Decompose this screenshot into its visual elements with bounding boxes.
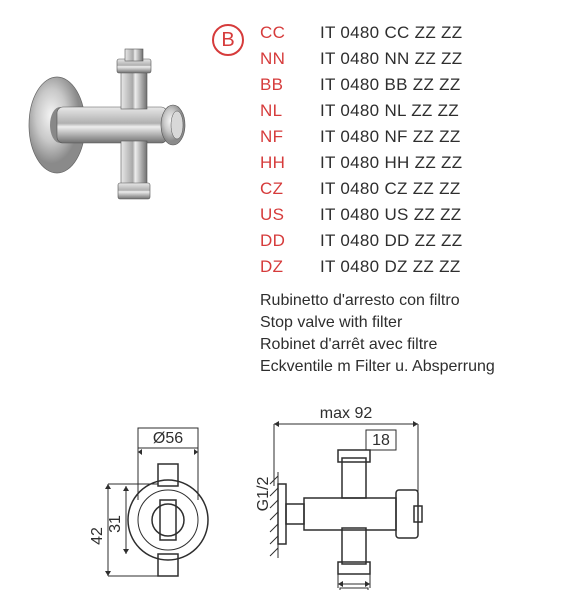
desc-en: Stop valve with filter [260,312,495,334]
code-short: NL [260,98,302,124]
dim-18: 18 [372,432,390,449]
code-short: CZ [260,176,302,202]
code-row: NN IT 0480 NN ZZ ZZ [260,46,462,72]
code-row: DZ IT 0480 DZ ZZ ZZ [260,254,462,280]
product-photo [25,35,200,215]
dim-42: 42 [89,527,106,545]
code-row: HH IT 0480 HH ZZ ZZ [260,150,462,176]
dim-diameter: Ø56 [153,430,183,447]
code-short: NN [260,46,302,72]
code-long: IT 0480 BB ZZ ZZ [320,75,461,94]
code-row: CC IT 0480 CC ZZ ZZ [260,20,462,46]
dim-max92: max 92 [320,405,373,422]
code-long: IT 0480 DD ZZ ZZ [320,231,462,250]
code-long: IT 0480 US ZZ ZZ [320,205,461,224]
code-short: DZ [260,254,302,280]
code-row: BB IT 0480 BB ZZ ZZ [260,72,462,98]
code-row: NL IT 0480 NL ZZ ZZ [260,98,462,124]
code-short: CC [260,20,302,46]
code-long: IT 0480 NN ZZ ZZ [320,49,462,68]
code-short: HH [260,150,302,176]
technical-drawing: Ø56 42 31 [72,400,452,590]
descriptions: Rubinetto d'arresto con filtro Stop valv… [260,290,495,378]
code-row: US IT 0480 US ZZ ZZ [260,202,462,228]
desc-de: Eckventile m Filter u. Absperrung [260,356,495,378]
code-row: NF IT 0480 NF ZZ ZZ [260,124,462,150]
code-short: DD [260,228,302,254]
code-long: IT 0480 HH ZZ ZZ [320,153,462,172]
code-long: IT 0480 NL ZZ ZZ [320,101,459,120]
dim-31: 31 [107,515,124,533]
code-short: US [260,202,302,228]
code-row: CZ IT 0480 CZ ZZ ZZ [260,176,462,202]
code-long: IT 0480 DZ ZZ ZZ [320,257,461,276]
code-row: DD IT 0480 DD ZZ ZZ [260,228,462,254]
code-table: CC IT 0480 CC ZZ ZZ NN IT 0480 NN ZZ ZZ BB IT… [260,20,462,280]
code-long: IT 0480 NF ZZ ZZ [320,127,461,146]
code-long: IT 0480 CC ZZ ZZ [320,23,462,42]
desc-fr: Robinet d'arrêt avec filtre [260,334,495,356]
code-long: IT 0480 CZ ZZ ZZ [320,179,461,198]
desc-it: Rubinetto d'arresto con filtro [260,290,495,312]
code-short: NF [260,124,302,150]
code-short: BB [260,72,302,98]
variant-badge: B [212,24,244,56]
dim-thread: G1/2 [255,477,272,512]
